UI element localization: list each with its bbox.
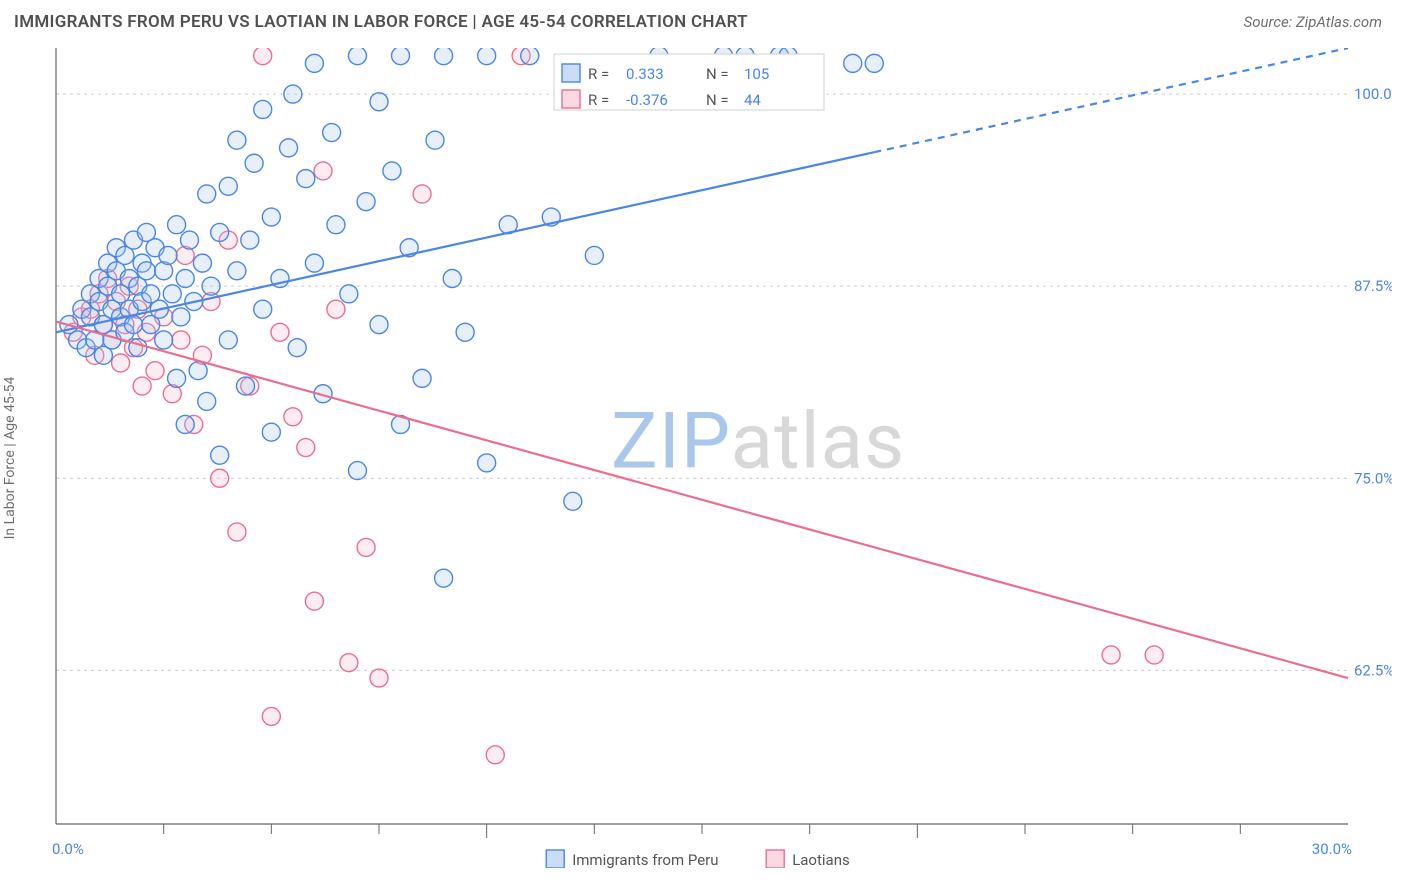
svg-text:Laotians: Laotians bbox=[792, 851, 850, 868]
svg-text:0.333: 0.333 bbox=[626, 65, 664, 83]
svg-text:75.0%: 75.0% bbox=[1354, 469, 1392, 487]
source-attribution: Source: ZipAtlas.com bbox=[1244, 13, 1382, 31]
svg-text:30.0%: 30.0% bbox=[1312, 840, 1352, 858]
svg-text:100.0%: 100.0% bbox=[1354, 85, 1392, 103]
svg-text:N =: N = bbox=[706, 91, 729, 109]
svg-text:62.5%: 62.5% bbox=[1354, 661, 1392, 679]
svg-text:0.0%: 0.0% bbox=[52, 840, 84, 858]
svg-text:87.5%: 87.5% bbox=[1354, 277, 1392, 295]
svg-text:-0.376: -0.376 bbox=[626, 91, 668, 109]
chart-title: IMMIGRANTS FROM PERU VS LAOTIAN IN LABOR… bbox=[14, 12, 748, 32]
y-axis-label: In Labor Force | Age 45-54 bbox=[2, 377, 18, 540]
svg-text:N =: N = bbox=[706, 65, 729, 83]
svg-text:R =: R = bbox=[588, 91, 609, 109]
svg-text:105: 105 bbox=[744, 65, 769, 83]
scatter-chart: 62.5% 75.0% 87.5% 100.0% 0.0% 30.0% R = 0.333 N … bbox=[14, 48, 1392, 868]
svg-text:R =: R = bbox=[588, 65, 609, 83]
chart-container: In Labor Force | Age 45-54 ZIPatlas 62.5… bbox=[14, 48, 1392, 868]
svg-text:Immigrants from Peru: Immigrants from Peru bbox=[572, 851, 718, 868]
svg-text:44: 44 bbox=[744, 91, 761, 109]
